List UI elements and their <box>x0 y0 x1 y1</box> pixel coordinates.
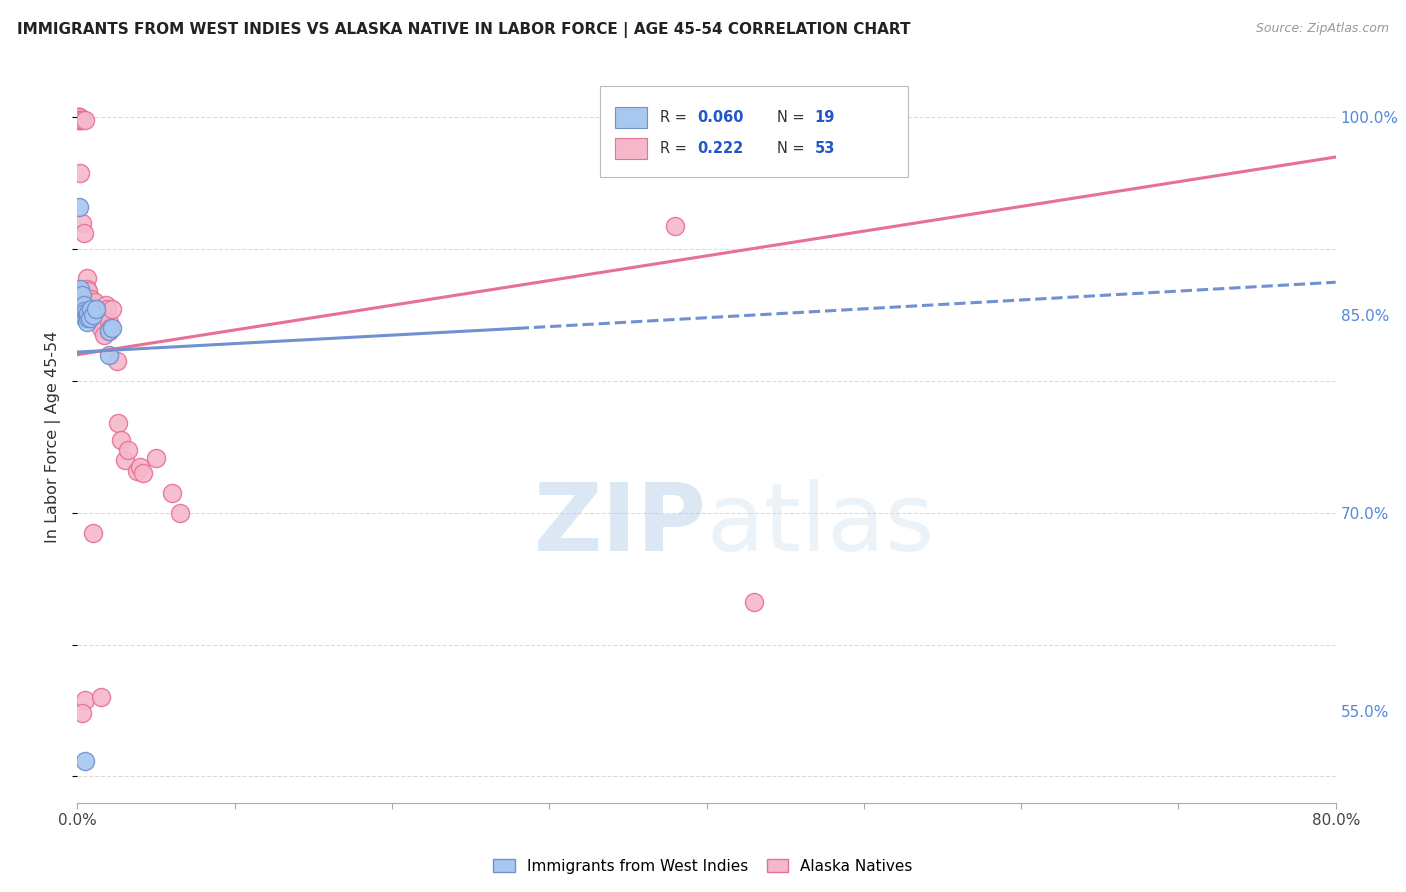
Point <box>96 301 118 316</box>
Point <box>69 166 91 180</box>
Point <box>69 282 91 296</box>
Point <box>75 693 97 707</box>
Point <box>77 293 100 307</box>
Point <box>76 308 98 322</box>
Point <box>82 298 104 312</box>
Point <box>67 111 90 125</box>
Point <box>83 295 105 310</box>
Point <box>117 442 139 457</box>
Point <box>87 315 110 329</box>
Point <box>90 321 112 335</box>
Text: 0.222: 0.222 <box>697 141 744 156</box>
Point <box>67 113 90 128</box>
Point <box>94 298 117 312</box>
Point <box>70 113 93 128</box>
Text: ZIP: ZIP <box>534 479 707 571</box>
Point <box>70 706 93 721</box>
Point <box>97 348 120 362</box>
Text: IMMIGRANTS FROM WEST INDIES VS ALASKA NATIVE IN LABOR FORCE | AGE 45-54 CORRELAT: IMMIGRANTS FROM WEST INDIES VS ALASKA NA… <box>17 22 910 38</box>
Text: 53: 53 <box>814 141 835 156</box>
Point <box>72 304 94 318</box>
Point <box>75 113 97 128</box>
Point <box>91 304 114 318</box>
Point <box>76 315 98 329</box>
Text: R =: R = <box>659 110 692 125</box>
Point <box>75 282 97 296</box>
Point <box>77 285 100 299</box>
Point <box>82 525 104 540</box>
Point <box>80 293 103 307</box>
Point <box>67 111 90 125</box>
Point <box>79 301 101 316</box>
Point <box>93 327 115 342</box>
FancyBboxPatch shape <box>614 137 647 159</box>
Point <box>67 113 90 128</box>
Point <box>76 282 98 296</box>
Point <box>67 111 90 125</box>
Point <box>101 321 124 335</box>
Point <box>107 416 129 430</box>
FancyBboxPatch shape <box>599 86 908 178</box>
Point <box>67 200 90 214</box>
Point <box>77 305 100 319</box>
Text: Source: ZipAtlas.com: Source: ZipAtlas.com <box>1256 22 1389 36</box>
Point <box>75 305 97 319</box>
Point <box>97 324 120 338</box>
Point <box>82 305 104 319</box>
Point <box>110 434 132 448</box>
Text: R =: R = <box>659 141 692 156</box>
Point <box>132 467 155 481</box>
Point <box>84 301 107 316</box>
Point <box>129 459 152 474</box>
Point <box>742 595 765 609</box>
Point <box>77 310 100 325</box>
Point <box>72 227 94 241</box>
Point <box>105 354 128 368</box>
Point <box>145 450 167 465</box>
Point <box>127 464 149 478</box>
Point <box>75 754 97 768</box>
Text: atlas: atlas <box>707 479 935 571</box>
Point <box>101 301 124 316</box>
Point <box>169 506 191 520</box>
Point <box>98 321 121 335</box>
Point <box>89 308 111 322</box>
Point <box>79 310 101 325</box>
Point <box>82 308 104 322</box>
Point <box>97 324 120 338</box>
Legend: Immigrants from West Indies, Alaska Natives: Immigrants from West Indies, Alaska Nati… <box>488 853 918 880</box>
Point <box>90 690 112 705</box>
Point <box>97 315 120 329</box>
Point <box>76 271 98 285</box>
Point <box>79 295 101 310</box>
Point <box>67 111 90 125</box>
Point <box>160 486 183 500</box>
FancyBboxPatch shape <box>614 107 647 128</box>
Point <box>72 298 94 312</box>
Point <box>664 219 686 233</box>
Point <box>84 301 107 316</box>
Point <box>69 113 91 128</box>
Point <box>70 216 93 230</box>
Text: 0.060: 0.060 <box>697 110 744 125</box>
Y-axis label: In Labor Force | Age 45-54: In Labor Force | Age 45-54 <box>45 331 62 543</box>
Point <box>75 310 97 325</box>
Text: 19: 19 <box>814 110 835 125</box>
Point <box>114 453 136 467</box>
Point <box>80 301 103 316</box>
Point <box>70 288 93 302</box>
Text: N =: N = <box>778 141 810 156</box>
Point <box>90 310 112 325</box>
Text: N =: N = <box>778 110 810 125</box>
